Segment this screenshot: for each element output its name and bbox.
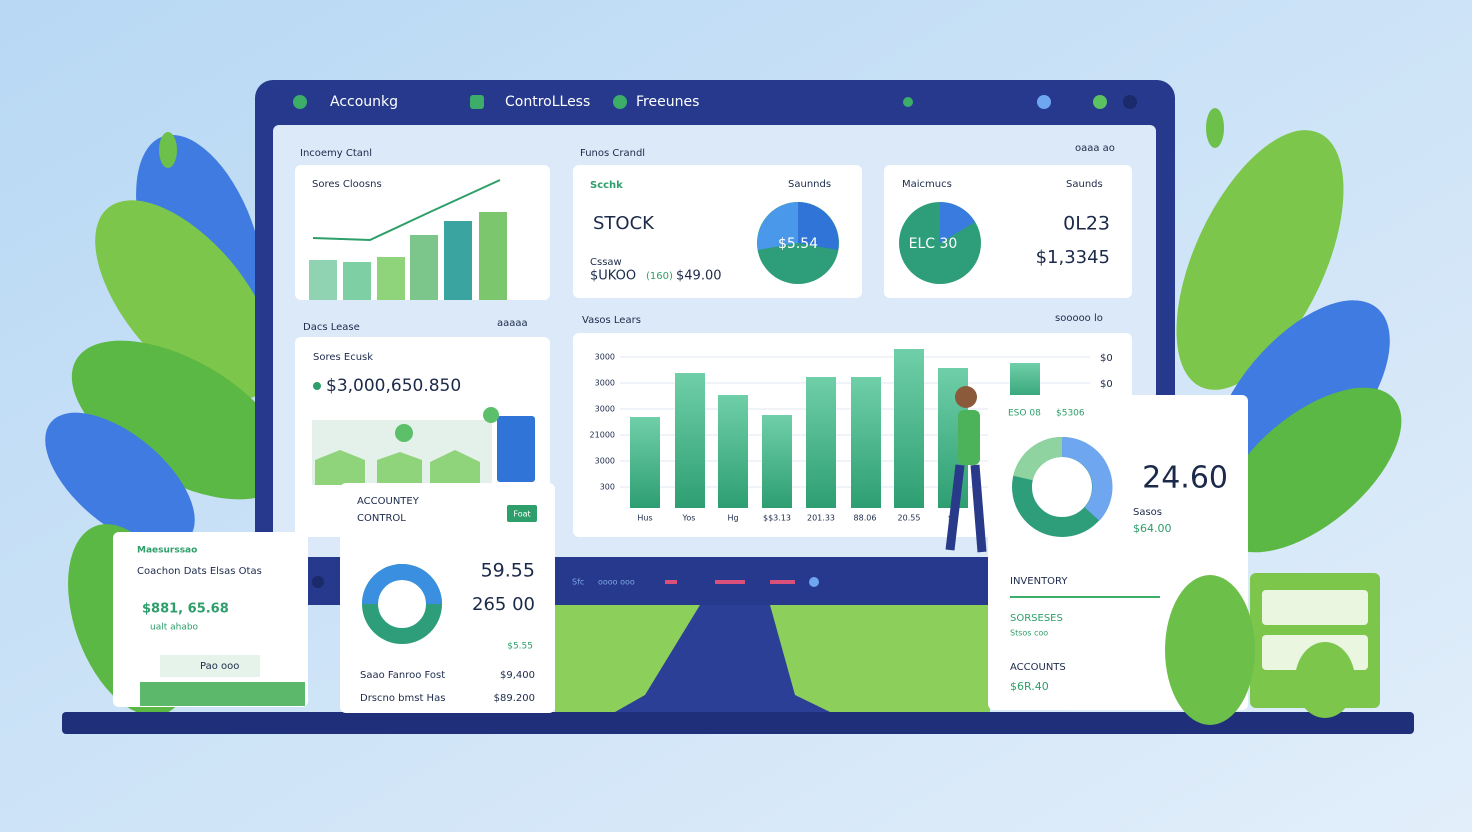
value: $1,3345 [1036,247,1110,268]
overlay-left: Maesurssao Coachon Dats Elsas Otas $881,… [113,532,308,707]
label: Cssaw [590,257,622,268]
leaf [1165,575,1255,725]
desk [62,712,1414,734]
x-tick-label: Hg [727,514,738,523]
icon [293,95,307,109]
section-label: Dacs Lease [303,322,360,333]
icon [470,95,484,109]
section-link[interactable]: sooooo lo [1055,313,1103,324]
monitor-stand [615,605,830,712]
value: $UKOO [590,269,636,284]
section-label: Vasos Lears [582,315,641,326]
card-sales: Sores Cloosns [295,165,550,300]
card-title: Maicmucs [902,179,952,190]
row-label: SORSESES [1010,613,1063,624]
card-link[interactable]: Saunds [1066,179,1103,190]
row-label: Saao Fanroo Fost [360,670,445,681]
value: $5.55 [507,642,533,652]
right-tick: $0 [1100,353,1113,364]
card-title: Sores Ecusk [313,352,373,363]
tab[interactable]: Freeunes [636,94,699,110]
row-label: Stsos coo [1010,629,1048,638]
value: 265 00 [472,594,535,615]
icon[interactable] [903,97,913,107]
row-value: $9,400 [500,670,535,681]
section-label: Incoemy Ctanl [300,148,372,159]
y-tick-label: 3000 [595,379,615,388]
button-label[interactable]: Foat [513,510,530,519]
leaf [1295,642,1355,718]
section-label: Funos Crandl [580,148,645,159]
card-link[interactable]: Saunnds [788,179,831,190]
x-tick-label: Yos [682,514,696,523]
y-tick-label: 300 [600,483,615,492]
section-title: INVENTORY [1010,576,1068,587]
app-title: Accounkg [330,94,398,110]
y-tick-label: 3000 [595,353,615,362]
card-title: Sores Cloosns [312,179,382,190]
value: $49.00 [676,269,722,284]
row-value: $89.200 [494,693,535,704]
value: $3,000,650.850 [326,376,461,396]
title: ACCOUNTEY [357,496,420,507]
tab[interactable]: ControLLess [505,94,590,110]
leaves-right [1176,108,1402,553]
pie-label: ELC 30 [909,236,958,252]
section-link[interactable]: aaaaa [497,318,528,329]
footer-text: oooo ooo [598,578,635,587]
x-tick-label: 201.33 [807,514,835,523]
label: $5306 [1056,409,1085,419]
y-tick-label: 3000 [595,405,615,414]
text: Coachon Dats Elsas Otas [137,566,262,577]
value: (160) [646,271,673,282]
server-slot [1262,590,1368,625]
title: CONTROL [357,513,406,524]
card-stock: Scchk Saunnds STOCK Cssaw $UKOO (160) $4… [573,165,862,298]
row-label: Drscno bmst Has [360,693,445,704]
title: Maesurssao [137,546,197,556]
icon[interactable] [1093,95,1107,109]
label: Sasos [1133,507,1162,518]
y-tick-label: 21000 [590,431,615,440]
card-metrics: Maicmucs Saunds ELC 30 0L23 $1,3345 [884,165,1132,298]
section-link[interactable]: oaaa ao [1075,143,1115,154]
person [945,386,987,553]
value: $6R.40 [1010,680,1049,693]
x-tick-label: 88.06 [854,514,877,523]
value: 0L23 [1063,213,1110,235]
overlay-control: ACCOUNTEY CONTROL Foat 59.55 265 00 $5.5… [340,483,555,713]
text: Pao ooo [200,661,239,672]
card-tag: Scchk [590,180,623,191]
value: $64.00 [1133,522,1172,535]
value: $881, 65.68 [142,602,229,617]
pie-label: $5.54 [778,236,818,252]
label: ESO 08 [1008,409,1041,419]
button[interactable] [507,505,537,522]
card-title: STOCK [593,213,655,234]
section-title: ACCOUNTS [1010,662,1066,673]
x-tick-label: 20.55 [898,514,921,523]
footer-text: Sfc [572,578,584,587]
big-value: 24.60 [1142,461,1228,496]
icon[interactable] [1037,95,1051,109]
right-tick: $0 [1100,379,1113,390]
value: 59.55 [481,560,535,582]
text: ualt ahabo [150,623,199,633]
icon[interactable] [1123,95,1137,109]
x-tick-label: $$3.13 [763,514,791,523]
icon [613,95,627,109]
y-tick-label: 3000 [595,457,615,466]
x-tick-label: Hus [637,514,652,523]
